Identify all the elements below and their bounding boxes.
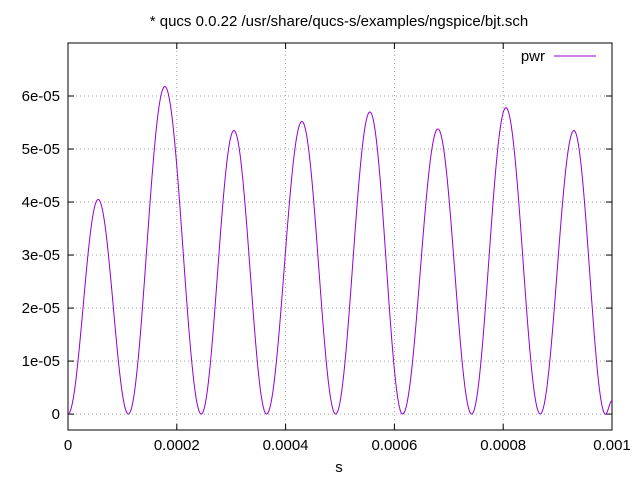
y-tick-label: 6e-05 xyxy=(22,88,60,105)
x-tick-label: 0.0008 xyxy=(480,437,526,454)
y-tick-label: 0 xyxy=(52,406,60,423)
grid-layer xyxy=(68,43,612,430)
chart-title: * qucs 0.0.22 /usr/share/qucs-s/examples… xyxy=(150,13,529,30)
x-tick-label: 0 xyxy=(64,437,72,454)
legend: pwr xyxy=(521,48,596,65)
y-tick-label: 3e-05 xyxy=(22,247,60,264)
x-tick-label: 0.001 xyxy=(593,437,631,454)
x-tick-label: 0.0004 xyxy=(263,437,309,454)
y-tick-label: 1e-05 xyxy=(22,353,60,370)
x-tick-label: 0.0006 xyxy=(371,437,417,454)
y-tick-label: 4e-05 xyxy=(22,194,60,211)
x-tick-label: 0.0002 xyxy=(154,437,200,454)
x-axis-label: s xyxy=(335,459,343,476)
y-tick-label: 5e-05 xyxy=(22,141,60,158)
y-tick-label: 2e-05 xyxy=(22,300,60,317)
series-line-pwr xyxy=(67,85,613,415)
series-layer xyxy=(67,85,613,415)
axes-layer: 0 0.0002 0.0004 0.0006 0.0008 0.001 0 1e-05 2e-0… xyxy=(22,42,631,454)
plot-frame xyxy=(67,42,613,431)
legend-label-pwr: pwr xyxy=(521,48,545,65)
